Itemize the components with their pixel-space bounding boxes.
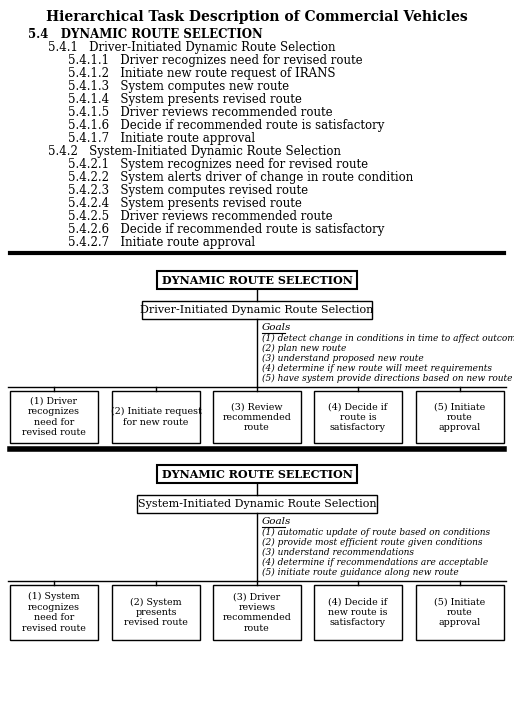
Text: 5.4.1.2   Initiate new route request of IRANS: 5.4.1.2 Initiate new route request of IR… xyxy=(68,67,336,80)
Text: (2) System
presents
revised route: (2) System presents revised route xyxy=(124,598,188,627)
FancyBboxPatch shape xyxy=(10,585,98,640)
Text: 5.4.1.4   System presents revised route: 5.4.1.4 System presents revised route xyxy=(68,93,302,106)
Text: (5) Initiate
route
approval: (5) Initiate route approval xyxy=(434,402,486,432)
Text: Hierarchical Task Description of Commercial Vehicles: Hierarchical Task Description of Commerc… xyxy=(46,10,468,24)
Text: 5.4   DYNAMIC ROUTE SELECTION: 5.4 DYNAMIC ROUTE SELECTION xyxy=(28,28,263,41)
Text: (3) Review
recommended
route: (3) Review recommended route xyxy=(223,402,291,432)
Text: (1) automatic update of route based on conditions: (1) automatic update of route based on c… xyxy=(262,528,490,537)
Text: System-Initiated Dynamic Route Selection: System-Initiated Dynamic Route Selection xyxy=(138,499,376,509)
Text: 5.4.2.7   Initiate route approval: 5.4.2.7 Initiate route approval xyxy=(68,236,255,249)
Text: (2) provide most efficient route given conditions: (2) provide most efficient route given c… xyxy=(262,538,483,547)
FancyBboxPatch shape xyxy=(157,271,357,289)
Text: 5.4.1.7   Initiate route approval: 5.4.1.7 Initiate route approval xyxy=(68,132,255,145)
Text: (4) determine if new route will meet requirements: (4) determine if new route will meet req… xyxy=(262,364,492,373)
Text: 5.4.1.6   Decide if recommended route is satisfactory: 5.4.1.6 Decide if recommended route is s… xyxy=(68,119,384,132)
Text: Goals: Goals xyxy=(262,517,291,526)
FancyBboxPatch shape xyxy=(314,585,402,640)
Text: 5.4.1   Driver-Initiated Dynamic Route Selection: 5.4.1 Driver-Initiated Dynamic Route Sel… xyxy=(48,41,336,54)
Text: 5.4.1.3   System computes new route: 5.4.1.3 System computes new route xyxy=(68,80,289,93)
FancyBboxPatch shape xyxy=(314,391,402,443)
Text: (1) Driver
recognizes
need for
revised route: (1) Driver recognizes need for revised r… xyxy=(22,397,86,437)
Text: 5.4.2.5   Driver reviews recommended route: 5.4.2.5 Driver reviews recommended route xyxy=(68,210,333,223)
Text: (3) understand proposed new route: (3) understand proposed new route xyxy=(262,354,424,363)
Text: (5) initiate route guidance along new route: (5) initiate route guidance along new ro… xyxy=(262,568,459,577)
Text: (4) Decide if
new route is
satisfactory: (4) Decide if new route is satisfactory xyxy=(328,598,388,627)
FancyBboxPatch shape xyxy=(112,585,200,640)
Text: 5.4.2.1   System recognizes need for revised route: 5.4.2.1 System recognizes need for revis… xyxy=(68,158,368,171)
FancyBboxPatch shape xyxy=(112,391,200,443)
FancyBboxPatch shape xyxy=(137,495,377,513)
FancyBboxPatch shape xyxy=(213,391,301,443)
FancyBboxPatch shape xyxy=(10,391,98,443)
Text: Goals: Goals xyxy=(262,323,291,332)
Text: 5.4.2.2   System alerts driver of change in route condition: 5.4.2.2 System alerts driver of change i… xyxy=(68,171,413,184)
Text: 5.4.1.5   Driver reviews recommended route: 5.4.1.5 Driver reviews recommended route xyxy=(68,106,333,119)
Text: Driver-Initiated Dynamic Route Selection: Driver-Initiated Dynamic Route Selection xyxy=(140,305,374,315)
Text: (1) detect change in conditions in time to affect outcome: (1) detect change in conditions in time … xyxy=(262,334,514,343)
Text: (3) Driver
reviews
recommended
route: (3) Driver reviews recommended route xyxy=(223,592,291,633)
Text: (3) understand recommendations: (3) understand recommendations xyxy=(262,548,414,557)
FancyBboxPatch shape xyxy=(416,585,504,640)
Text: (2) plan new route: (2) plan new route xyxy=(262,344,346,353)
Text: 5.4.2.4   System presents revised route: 5.4.2.4 System presents revised route xyxy=(68,197,302,210)
FancyBboxPatch shape xyxy=(213,585,301,640)
Text: DYNAMIC ROUTE SELECTION: DYNAMIC ROUTE SELECTION xyxy=(161,468,353,479)
Text: 5.4.1.1   Driver recognizes need for revised route: 5.4.1.1 Driver recognizes need for revis… xyxy=(68,54,362,67)
FancyBboxPatch shape xyxy=(142,301,372,319)
Text: (2) Initiate request
for new route: (2) Initiate request for new route xyxy=(111,407,201,427)
Text: (1) System
recognizes
need for
revised route: (1) System recognizes need for revised r… xyxy=(22,592,86,633)
Text: 5.4.2.3   System computes revised route: 5.4.2.3 System computes revised route xyxy=(68,184,308,197)
Text: 5.4.2   System-Initiated Dynamic Route Selection: 5.4.2 System-Initiated Dynamic Route Sel… xyxy=(48,145,341,158)
Text: (4) Decide if
route is
satisfactory: (4) Decide if route is satisfactory xyxy=(328,402,388,432)
Text: (5) Initiate
route
approval: (5) Initiate route approval xyxy=(434,598,486,627)
FancyBboxPatch shape xyxy=(416,391,504,443)
Text: (4) determine if recommendations are acceptable: (4) determine if recommendations are acc… xyxy=(262,558,488,567)
Text: 5.4.2.6   Decide if recommended route is satisfactory: 5.4.2.6 Decide if recommended route is s… xyxy=(68,223,384,236)
Text: DYNAMIC ROUTE SELECTION: DYNAMIC ROUTE SELECTION xyxy=(161,275,353,286)
FancyBboxPatch shape xyxy=(157,465,357,483)
Text: (5) have system provide directions based on new route: (5) have system provide directions based… xyxy=(262,374,512,383)
